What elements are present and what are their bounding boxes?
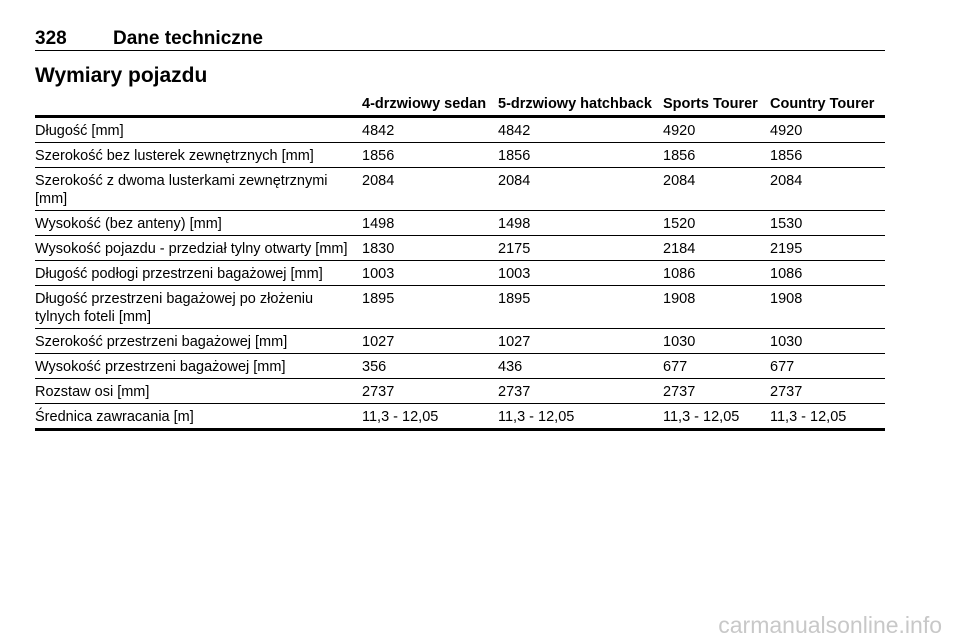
table-cell: 2184 (663, 235, 770, 261)
table-row: Wysokość pojazdu - przedział tylny otwar… (35, 235, 885, 261)
table-cell: 1856 (663, 142, 770, 168)
table-cell: 1003 (498, 260, 663, 286)
table-cell: 1030 (663, 328, 770, 354)
table-cell: Długość przestrzeni bagażowej po złożeni… (35, 285, 362, 329)
table-cell: 1027 (498, 328, 663, 354)
table-row: Wysokość (bez anteny) [mm] 1498 1498 1520 15… (35, 210, 885, 236)
table-row: Długość przestrzeni bagażowej po złożeni… (35, 285, 885, 329)
header-rule (35, 50, 885, 51)
table-cell: 436 (498, 353, 663, 379)
table-cell: 2084 (362, 167, 498, 211)
table-cell: Rozstaw osi [mm] (35, 378, 362, 404)
table-cell: 356 (362, 353, 498, 379)
title: Wymiary pojazdu (35, 64, 208, 87)
table-cell: 4920 (770, 116, 885, 143)
table-cell: 2084 (663, 167, 770, 211)
table-cell: Wysokość (bez anteny) [mm] (35, 210, 362, 236)
table-cell: Średnica zawracania [m] (35, 403, 362, 431)
table-cell: 1027 (362, 328, 498, 354)
table-cell: 1086 (770, 260, 885, 286)
table-cell: 1830 (362, 235, 498, 261)
header-cell: 4-drzwiowy sedan (362, 94, 498, 118)
table-row: Rozstaw osi [mm] 2737 2737 2737 2737 (35, 378, 885, 404)
table-cell: Długość [mm] (35, 116, 362, 143)
table-cell: 11,3 - 12,05 (663, 403, 770, 431)
table-cell: 2084 (770, 167, 885, 211)
table-row: Długość [mm] 4842 4842 4920 4920 (35, 116, 885, 143)
table-cell: 11,3 - 12,05 (362, 403, 498, 431)
table-cell: 1520 (663, 210, 770, 236)
table-cell: 1030 (770, 328, 885, 354)
table-cell: 2175 (498, 235, 663, 261)
table-cell: 1908 (770, 285, 885, 329)
table-cell: 1498 (498, 210, 663, 236)
header-row: 4-drzwiowy sedan 5-drzwiowy hatchback Spor… (35, 94, 885, 118)
table-row: Wysokość przestrzeni bagażowej [mm] 356 43… (35, 353, 885, 379)
table-cell: 1895 (498, 285, 663, 329)
table-cell: 2737 (770, 378, 885, 404)
table-cell: Szerokość przestrzeni bagażowej [mm] (35, 328, 362, 354)
table-row: Szerokość z dwoma lusterkami zewnętrznym… (35, 167, 885, 211)
page-number: 328 (35, 28, 67, 49)
header-cell (35, 94, 362, 118)
table-cell: 1895 (362, 285, 498, 329)
table-row: Średnica zawracania [m] 11,3 - 12,05 11,3 … (35, 403, 885, 431)
table-cell: 1856 (362, 142, 498, 168)
table-cell: 4842 (498, 116, 663, 143)
watermark: carmanualsonline.info (718, 612, 942, 638)
table-cell: 2195 (770, 235, 885, 261)
header-cell: Country Tourer (770, 94, 885, 118)
table-cell: 677 (663, 353, 770, 379)
table-cell: 677 (770, 353, 885, 379)
table-cell: 4920 (663, 116, 770, 143)
table-row: Szerokość przestrzeni bagażowej [mm] 1027… (35, 328, 885, 354)
table-cell: Wysokość pojazdu - przedział tylny otwar… (35, 235, 362, 261)
header-cell: 5-drzwiowy hatchback (498, 94, 663, 118)
table-cell: Długość podłogi przestrzeni bagażowej [m… (35, 260, 362, 286)
dimensions-table: 4-drzwiowy sedan 5-drzwiowy hatchback Spor… (35, 94, 885, 431)
table-cell: Wysokość przestrzeni bagażowej [mm] (35, 353, 362, 379)
table-cell: 2084 (498, 167, 663, 211)
table-cell: 1908 (663, 285, 770, 329)
table-cell: 1086 (663, 260, 770, 286)
table-row: Szerokość bez lusterek zewnętrznych [mm]… (35, 142, 885, 168)
table-row: Długość podłogi przestrzeni bagażowej [m… (35, 260, 885, 286)
table-cell: 1003 (362, 260, 498, 286)
table-cell: 1856 (498, 142, 663, 168)
table-cell: 1856 (770, 142, 885, 168)
header-cell: Sports Tourer (663, 94, 770, 118)
table-cell: 2737 (498, 378, 663, 404)
table-cell: 11,3 - 12,05 (770, 403, 885, 431)
table-cell: 1498 (362, 210, 498, 236)
table-cell: 11,3 - 12,05 (498, 403, 663, 431)
table-cell: 4842 (362, 116, 498, 143)
table-cell: 1530 (770, 210, 885, 236)
table-cell: 2737 (663, 378, 770, 404)
section-title: Dane techniczne (113, 28, 263, 49)
table-cell: Szerokość bez lusterek zewnętrznych [mm] (35, 142, 362, 168)
table-cell: Szerokość z dwoma lusterkami zewnętrznym… (35, 167, 362, 211)
table-cell: 2737 (362, 378, 498, 404)
